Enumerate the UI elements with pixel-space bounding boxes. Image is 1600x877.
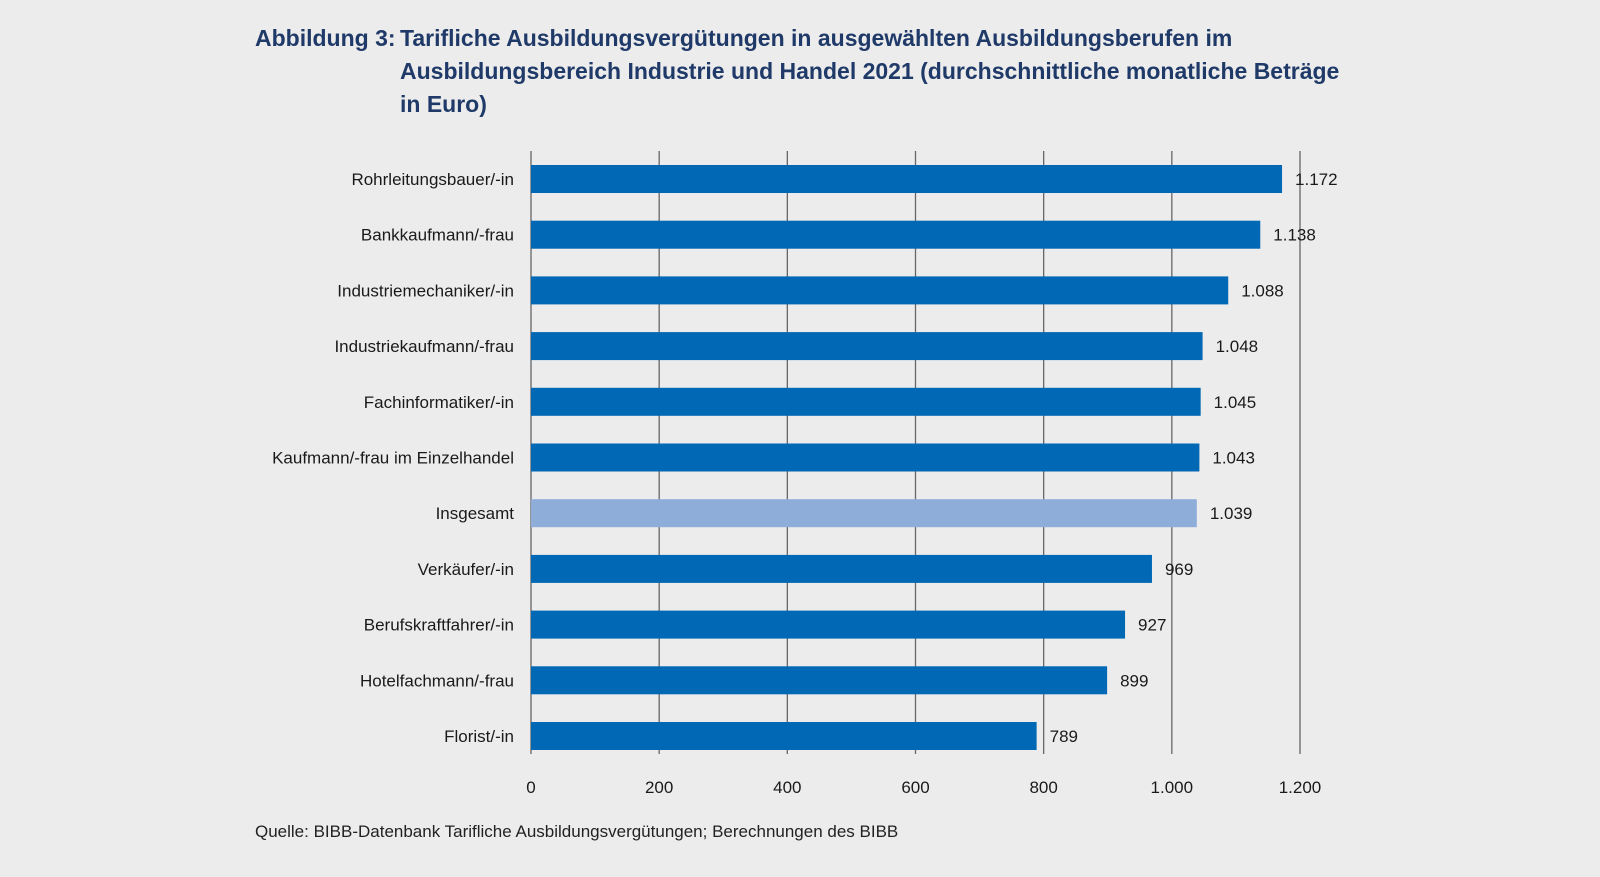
bar [531, 276, 1229, 305]
x-tick-label: 1.200 [1279, 778, 1322, 797]
x-tick-label: 0 [526, 778, 535, 797]
data-label: 789 [1050, 727, 1078, 746]
bar [531, 722, 1037, 750]
data-label: 1.043 [1212, 449, 1255, 468]
data-label: 1.172 [1295, 170, 1338, 189]
bar [531, 554, 1152, 583]
category-label: Kaufmann/-frau im Einzelhandel [272, 449, 514, 468]
data-label: 927 [1138, 616, 1166, 635]
x-tick-label: 800 [1029, 778, 1057, 797]
bar [531, 165, 1283, 193]
category-label: Berufskraftfahrer/-in [364, 616, 514, 635]
bar [531, 387, 1201, 416]
category-label: Florist/-in [444, 727, 514, 746]
category-label: Industriemechaniker/-in [337, 281, 514, 300]
category-label: Fachinformatiker/-in [364, 393, 514, 412]
category-label: Hotelfachmann/-frau [360, 671, 514, 690]
data-label: 1.039 [1210, 504, 1253, 523]
data-label: 1.045 [1214, 393, 1257, 412]
data-label: 969 [1165, 560, 1193, 579]
category-label: Industriekaufmann/-frau [334, 337, 514, 356]
data-label: 1.088 [1241, 281, 1284, 300]
bar [531, 443, 1200, 472]
bar [531, 610, 1126, 639]
category-label: Bankkaufmann/-frau [361, 226, 514, 245]
category-label: Verkäufer/-in [418, 560, 514, 579]
source-note: Quelle: BIBB-Datenbank Tarifliche Ausbil… [255, 822, 899, 841]
x-tick-label: 400 [773, 778, 801, 797]
category-label: Rohrleitungsbauer/-in [351, 170, 514, 189]
data-label: 1.048 [1216, 337, 1259, 356]
data-label: 899 [1120, 671, 1148, 690]
figure-label: Abbildung 3: [255, 25, 396, 51]
bar [531, 220, 1261, 249]
figure-title: Tarifliche Ausbildungsvergütungen in aus… [400, 25, 1340, 117]
bar [531, 499, 1197, 528]
x-tick-label: 200 [645, 778, 673, 797]
bar [531, 666, 1108, 695]
x-tick-label: 600 [901, 778, 929, 797]
bar [531, 332, 1203, 361]
x-tick-label: 1.000 [1151, 778, 1194, 797]
category-label: Insgesamt [436, 504, 515, 523]
data-label: 1.138 [1273, 226, 1316, 245]
